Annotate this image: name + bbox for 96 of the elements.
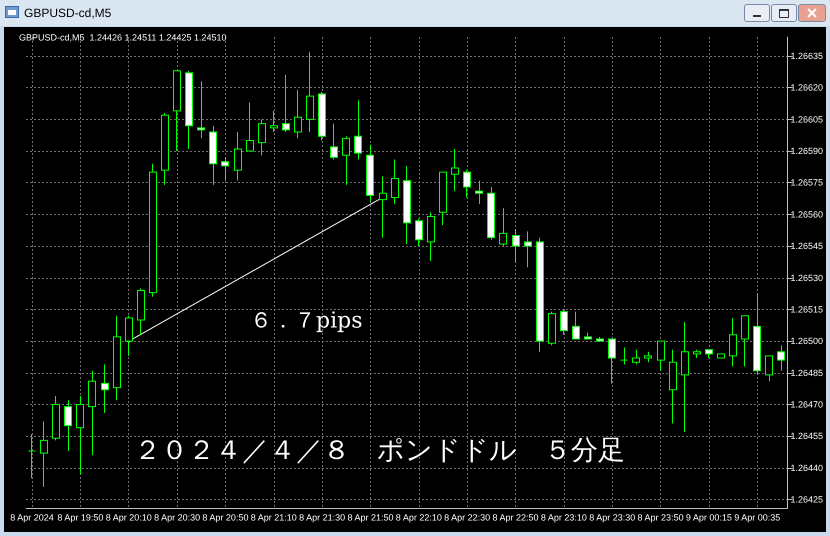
candlestick xyxy=(64,400,72,452)
candlestick xyxy=(294,89,302,139)
candlestick xyxy=(596,336,604,342)
candlestick xyxy=(536,237,544,352)
candlestick xyxy=(657,340,665,372)
candlestick xyxy=(765,355,773,382)
y-tick-label: 1.26515 xyxy=(790,304,824,314)
candlestick xyxy=(76,396,84,475)
candlestick xyxy=(693,349,701,359)
candlestick xyxy=(741,315,749,367)
candlestick xyxy=(28,434,36,479)
candlestick xyxy=(463,170,471,198)
candlestick xyxy=(548,311,556,346)
candlestick xyxy=(270,110,278,133)
candlestick xyxy=(608,338,616,384)
candlestick xyxy=(391,159,399,204)
candlestick xyxy=(560,308,568,336)
candlestick xyxy=(681,322,689,432)
candlestick xyxy=(342,136,350,186)
candlestick xyxy=(209,125,217,186)
candlestick xyxy=(777,344,785,372)
candlestick xyxy=(52,396,60,441)
x-tick-label: 8 Apr 21:50 xyxy=(347,512,394,522)
candlestick xyxy=(246,102,254,152)
candlestick xyxy=(475,180,483,204)
x-tick-label: 8 Apr 22:10 xyxy=(396,512,442,522)
y-tick-label: 1.26575 xyxy=(790,178,824,188)
candlestick xyxy=(101,364,109,414)
candlestick xyxy=(499,208,507,247)
y-tick-label: 1.26470 xyxy=(790,400,824,410)
candlestick xyxy=(427,212,435,262)
candlestick xyxy=(705,349,713,359)
x-tick-label: 8 Apr 22:30 xyxy=(444,512,490,522)
chart-subtitle: GBPUSD-cd,M5 1.24426 1.24511 1.24425 1.24510 xyxy=(19,32,226,42)
candlestick xyxy=(234,132,242,182)
candlestick xyxy=(113,315,121,401)
y-tick-label: 1.26635 xyxy=(790,51,824,62)
y-tick-label: 1.26545 xyxy=(790,241,824,252)
candlestick xyxy=(354,100,362,160)
candlestick xyxy=(173,70,181,152)
candlestick xyxy=(524,230,532,268)
chart-title: GBPUSD-cd,M5 xyxy=(24,6,112,20)
candlestick xyxy=(137,288,145,336)
y-tick-label: 1.26425 xyxy=(790,494,824,505)
x-tick-label: 8 Apr 21:10 xyxy=(250,512,297,522)
candlestick xyxy=(572,311,580,340)
x-tick-label: 8 Apr 20:30 xyxy=(154,512,200,522)
annotation: ２０２４／４／８ ポンドドル ５分足 xyxy=(134,435,625,466)
y-tick-label: 1.26500 xyxy=(790,336,824,346)
y-tick-label: 1.26455 xyxy=(790,431,824,442)
candlestick xyxy=(185,70,193,150)
candlestick xyxy=(282,74,290,133)
y-tick-label: 1.26620 xyxy=(790,82,824,93)
candlestick xyxy=(258,118,266,156)
x-tick-label: 8 Apr 23:30 xyxy=(589,512,636,522)
candlestick xyxy=(197,80,205,139)
candlestick xyxy=(88,370,96,456)
candlestick xyxy=(161,112,169,186)
candlestick xyxy=(451,148,459,192)
y-tick-label: 1.26530 xyxy=(790,272,824,283)
y-tick-label: 1.26605 xyxy=(790,114,824,124)
candlestick xyxy=(439,172,447,226)
x-tick-label: 8 Apr 22:50 xyxy=(492,512,539,522)
x-tick-label: 8 Apr 21:30 xyxy=(299,512,346,522)
candlestick xyxy=(306,51,314,133)
y-tick-label: 1.26440 xyxy=(790,462,824,473)
candlestick xyxy=(366,144,374,202)
candlestick xyxy=(40,420,48,488)
candlestick xyxy=(717,353,725,359)
candlestick xyxy=(644,351,652,363)
candlestick xyxy=(318,91,326,141)
candlestick xyxy=(753,294,761,376)
x-tick-label: 9 Apr 00:35 xyxy=(734,512,780,522)
candlestick xyxy=(620,346,628,365)
candlestick xyxy=(512,228,520,264)
annotation: ６．７pips xyxy=(250,308,362,334)
x-tick-label: 8 Apr 23:50 xyxy=(638,512,684,522)
y-tick-label: 1.26485 xyxy=(790,368,824,378)
x-tick-label: 8 Apr 2024 xyxy=(10,512,54,522)
y-tick-label: 1.26590 xyxy=(790,146,824,156)
candlestick xyxy=(729,317,737,367)
candlestick xyxy=(403,165,411,244)
candlestick xyxy=(632,349,640,365)
candlestick xyxy=(149,163,157,298)
candlestick xyxy=(330,123,338,160)
candlestick xyxy=(669,349,677,424)
x-tick-label: 8 Apr 23:10 xyxy=(540,512,587,522)
x-tick-label: 8 Apr 20:50 xyxy=(202,512,248,522)
x-tick-label: 9 Apr 00:15 xyxy=(686,512,732,522)
candlestick xyxy=(584,332,592,340)
candlestick xyxy=(415,218,423,247)
candlestick xyxy=(221,156,229,182)
y-tick-label: 1.26560 xyxy=(790,209,824,220)
candlestick xyxy=(487,186,495,240)
x-tick-label: 8 Apr 19:50 xyxy=(57,512,104,522)
x-tick-label: 8 Apr 20:10 xyxy=(106,512,152,522)
